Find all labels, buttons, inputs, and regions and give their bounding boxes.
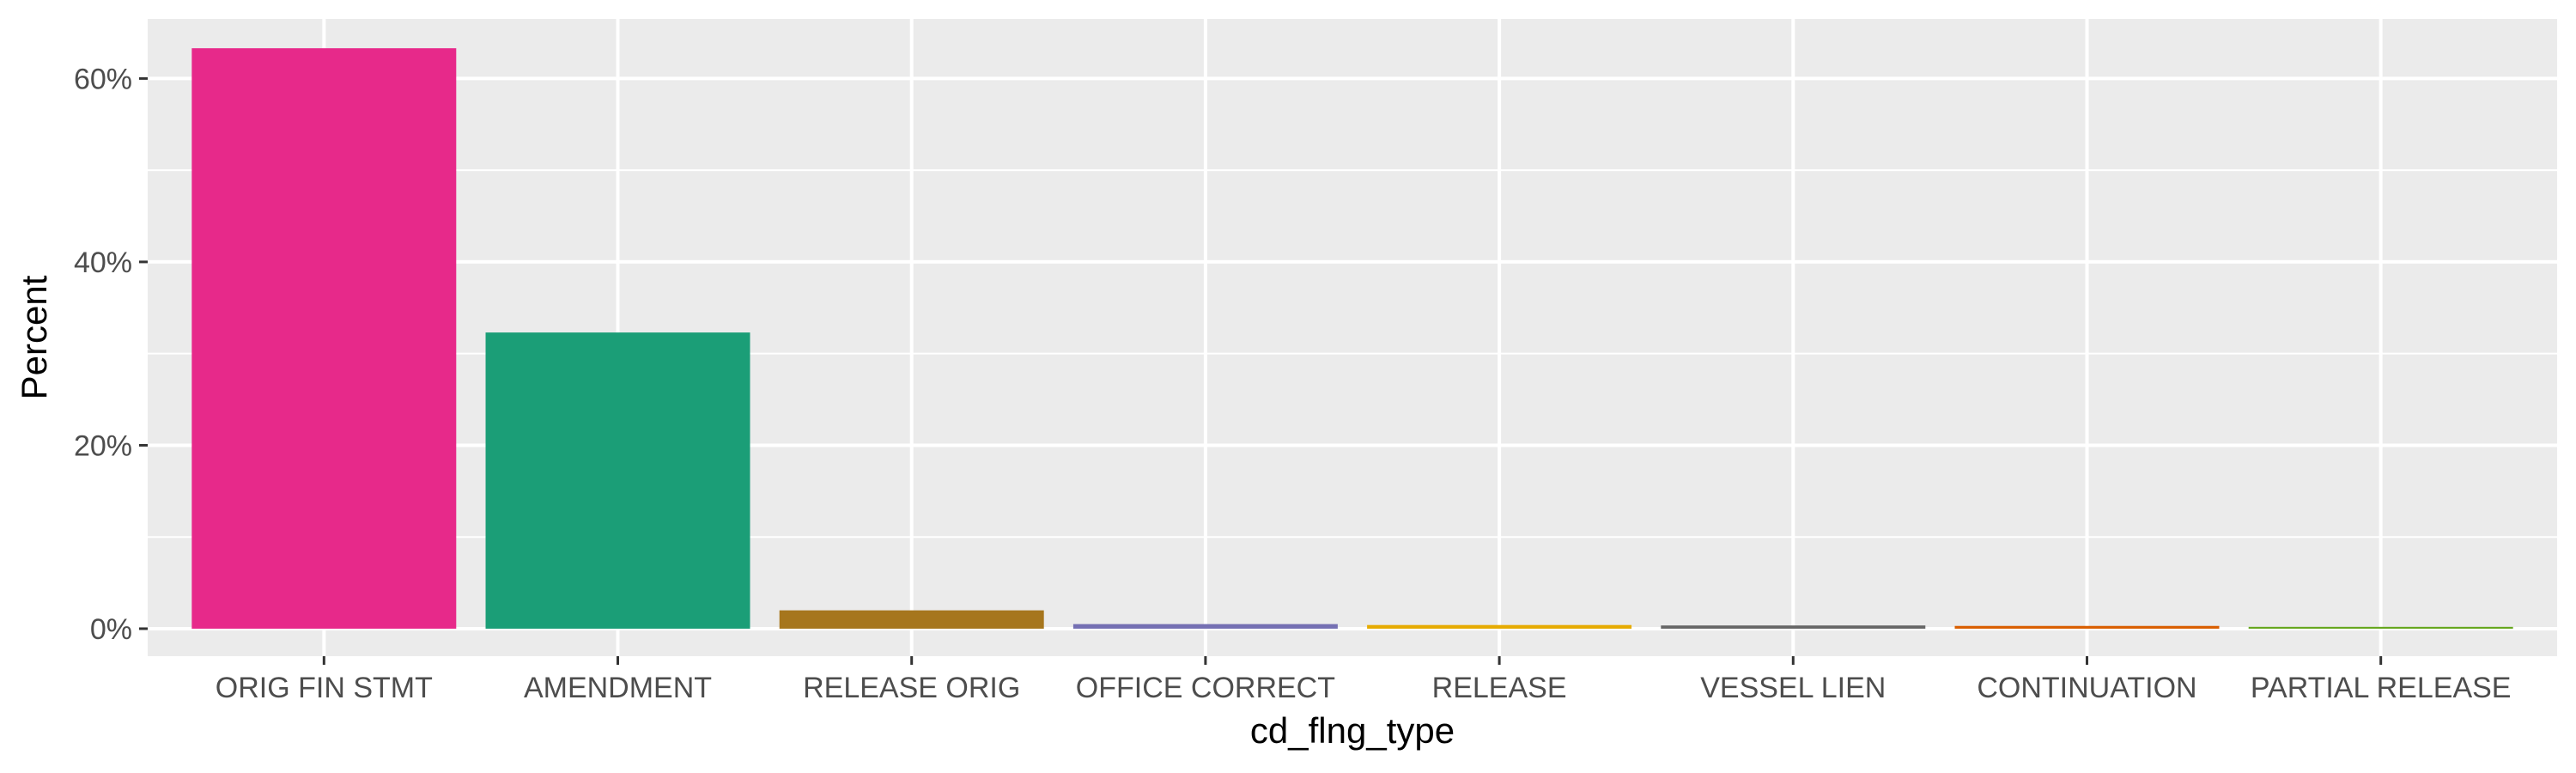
y-axis-title: Percent [14,275,54,399]
x-tick-label: ORIG FIN STMT [216,672,433,704]
bar [1367,624,1632,629]
bars [191,48,2513,629]
x-tick-label: OFFICE CORRECT [1076,672,1335,704]
y-tick-label: 40% [74,247,132,279]
bar [779,610,1044,629]
bar [191,48,457,629]
x-tick-label: VESSEL LIEN [1700,672,1886,704]
x-axis-title: cd_flng_type [1250,710,1455,751]
bar [2248,626,2513,629]
y-tick-label: 20% [74,429,132,462]
y-axis: 0% 20% 40% 60% [74,63,148,646]
x-tick-label: AMENDMENT [524,672,712,704]
bar [1072,624,1338,629]
bar [1661,625,1926,629]
x-tick-label: RELEASE [1432,672,1567,704]
y-tick-label: 60% [74,63,132,95]
x-axis: ORIG FIN STMT AMENDMENT RELEASE ORIG OFFICE… [216,656,2512,704]
bar [485,332,750,629]
x-tick-label: PARTIAL RELEASE [2251,672,2512,704]
x-tick-label: CONTINUATION [1977,672,2196,704]
x-tick-label: RELEASE ORIG [803,672,1020,704]
y-tick-label: 0% [90,613,132,646]
bar [1954,625,2220,629]
